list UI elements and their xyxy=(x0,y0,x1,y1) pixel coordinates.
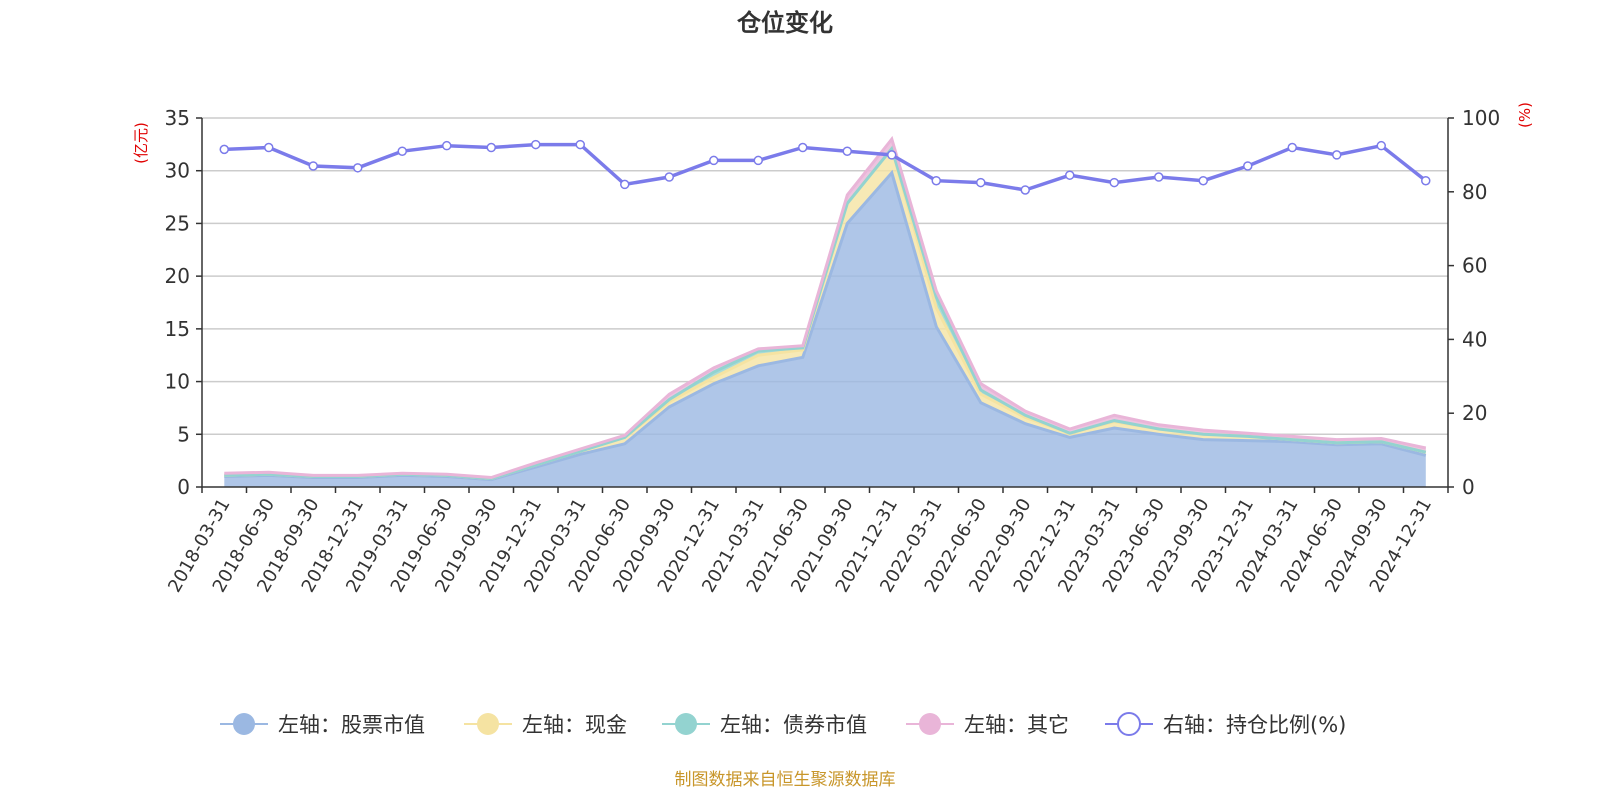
left-axis-tick-label: 20 xyxy=(165,264,190,288)
legend-label: 左轴：其它 xyxy=(964,713,1069,737)
legend-label: 左轴：现金 xyxy=(522,713,627,737)
left-axis-tick-label: 10 xyxy=(165,370,190,394)
data-source-note: 制图数据来自恒生聚源数据库 xyxy=(675,770,896,790)
area-左轴：股票市值 xyxy=(224,172,1426,488)
left-axis-unit: (亿元) xyxy=(132,122,150,164)
ratio-point xyxy=(1421,175,1431,186)
right-axis-tick-label: 60 xyxy=(1462,254,1487,278)
chart-title: 仓位变化 xyxy=(736,9,833,37)
ratio-point xyxy=(1154,172,1164,182)
ratio-point xyxy=(575,139,585,150)
ratio-point xyxy=(709,155,719,166)
left-axis-tick-label: 0 xyxy=(177,475,190,499)
ratio-point xyxy=(1198,175,1208,186)
ratio-point xyxy=(753,155,763,166)
ratio-point xyxy=(397,146,407,156)
ratio-point xyxy=(486,142,496,153)
legend-item: 左轴：债券市值 xyxy=(662,713,867,737)
right-axis-tick-label: 0 xyxy=(1462,475,1475,499)
legend-item: 左轴：现金 xyxy=(464,713,627,737)
ratio-point xyxy=(842,146,852,156)
left-axis-tick-label: 35 xyxy=(165,106,190,130)
right-axis-unit: (%) xyxy=(1516,102,1534,128)
legend-item: 右轴：持仓比例(%) xyxy=(1105,712,1346,737)
ratio-point xyxy=(1332,150,1342,160)
ratio-point xyxy=(353,163,363,173)
right-axis-tick-label: 20 xyxy=(1462,401,1487,425)
left-axis-tick-label: 5 xyxy=(177,422,190,446)
legend-label: 右轴：持仓比例(%) xyxy=(1163,713,1346,737)
legend-item: 左轴：其它 xyxy=(906,713,1069,737)
legend-swatch-marker xyxy=(919,713,941,735)
ratio-point xyxy=(976,177,986,188)
ratio-point xyxy=(442,140,452,151)
legend-swatch-marker xyxy=(675,713,697,735)
ratio-point xyxy=(264,142,274,153)
ratio-point xyxy=(1065,170,1075,180)
ratio-point xyxy=(887,150,897,160)
legend-swatch-marker xyxy=(233,713,255,735)
legend-swatch-marker xyxy=(1117,712,1141,736)
ratio-point xyxy=(664,172,674,182)
ratio-layer xyxy=(219,139,1431,195)
legend-label: 左轴：债券市值 xyxy=(720,713,867,737)
ratio-point xyxy=(531,139,541,150)
ratio-point xyxy=(1243,161,1253,171)
ratio-point xyxy=(931,175,941,186)
right-axis-tick-label: 40 xyxy=(1462,327,1487,351)
ratio-point xyxy=(219,144,229,155)
right-axis-tick-label: 80 xyxy=(1462,180,1487,204)
ratio-point xyxy=(1020,185,1030,195)
ratio-point xyxy=(1109,177,1119,188)
area-line-左轴：其它 xyxy=(224,135,1427,480)
ratio-point xyxy=(308,161,318,171)
legend-swatch-marker xyxy=(477,713,499,735)
ratio-point xyxy=(1376,140,1386,151)
left-axis-tick-label: 15 xyxy=(165,317,190,341)
ratio-point xyxy=(620,179,630,190)
left-axis-tick-label: 25 xyxy=(165,211,190,235)
legend-label: 左轴：股票市值 xyxy=(278,713,425,737)
ratio-point xyxy=(1287,142,1297,153)
ratio-line xyxy=(224,142,1427,192)
left-axis-tick-label: 30 xyxy=(165,159,190,183)
legend-item: 左轴：股票市值 xyxy=(220,713,425,737)
right-axis-tick-label: 100 xyxy=(1462,106,1500,130)
legend: 左轴：股票市值 左轴：现金 左轴：债券市值 左轴：其它 右轴：持仓比例(%) xyxy=(220,712,1346,737)
ratio-point xyxy=(798,142,808,153)
area-layer xyxy=(224,135,1427,488)
